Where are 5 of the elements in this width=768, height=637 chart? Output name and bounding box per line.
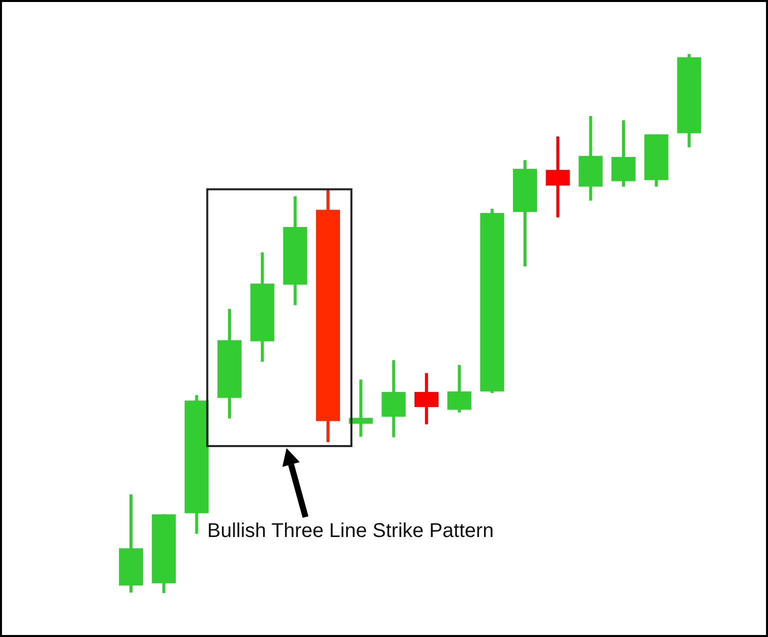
annotation: Bullish Three Line Strike Pattern <box>207 519 494 544</box>
candlestick <box>414 373 438 424</box>
candlestick <box>546 136 570 218</box>
candlestick <box>447 365 472 412</box>
candlestick <box>348 380 373 437</box>
